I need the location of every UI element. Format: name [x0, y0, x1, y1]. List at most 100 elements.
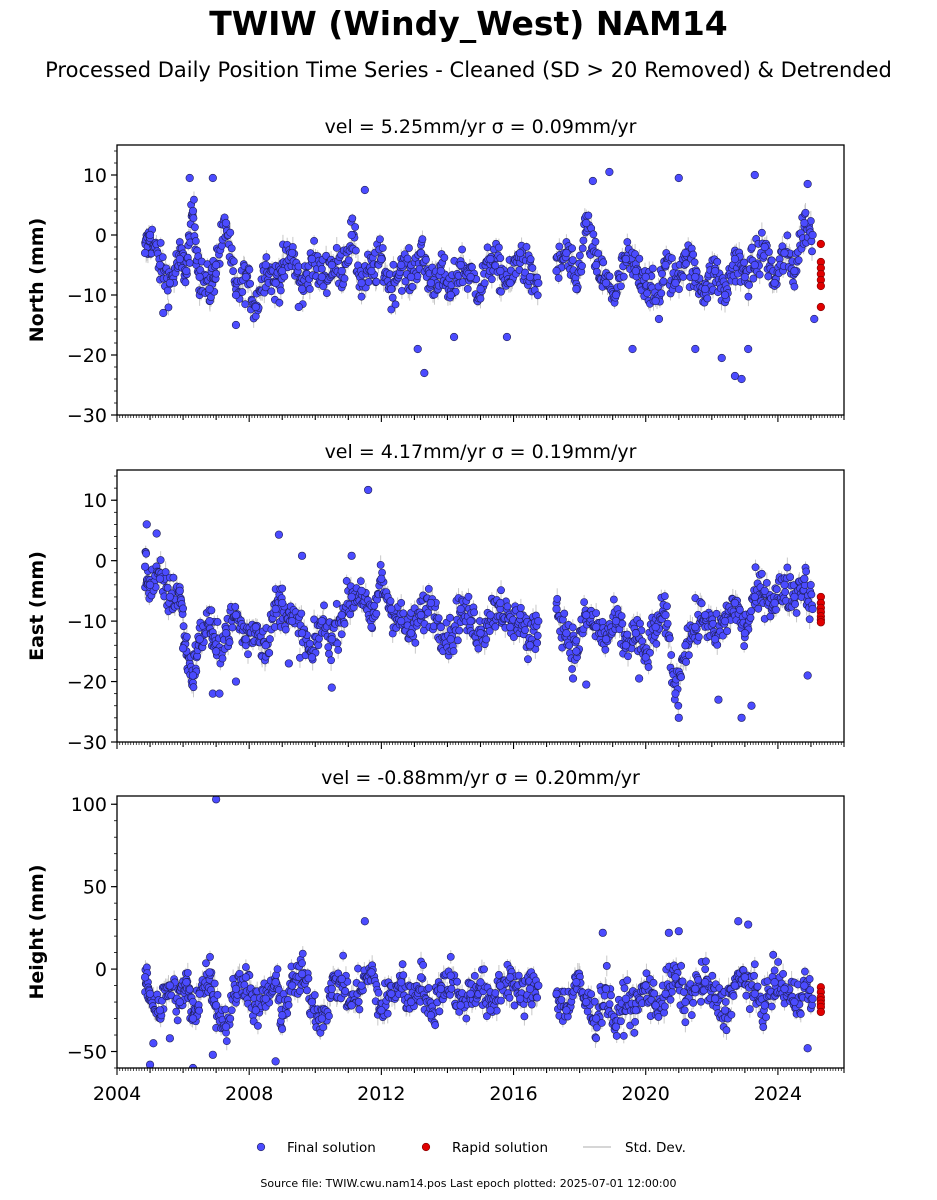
- final-solution-point: [800, 574, 809, 583]
- final-solution-point: [760, 242, 769, 252]
- final-solution-point: [179, 622, 188, 631]
- final-solution-point: [623, 238, 632, 246]
- final-solution-point: [278, 584, 287, 593]
- final-solution-point: [213, 618, 222, 626]
- final-solution-point: [372, 609, 381, 618]
- final-solution-point: [266, 635, 274, 643]
- final-solution-point: [205, 617, 214, 626]
- final-solution-point: [212, 269, 221, 278]
- final-solution-point: [190, 223, 199, 232]
- final-solution-point: [628, 344, 637, 354]
- final-solution-point: [730, 254, 740, 264]
- final-solution-point: [580, 598, 589, 607]
- final-solution-point: [794, 256, 803, 265]
- final-solution-point: [327, 683, 336, 692]
- final-solution-point: [317, 617, 326, 626]
- final-solution-point: [786, 573, 795, 581]
- final-solution-point: [189, 214, 198, 223]
- final-solution-point: [506, 623, 515, 632]
- final-solution-point: [278, 266, 287, 276]
- final-solution-point: [480, 279, 489, 287]
- final-solution-point: [389, 260, 398, 269]
- final-solution-point: [322, 289, 331, 297]
- final-solution-point: [750, 170, 759, 180]
- final-solution-point: [553, 594, 562, 603]
- final-solution-point: [229, 267, 238, 276]
- final-solution-point: [681, 248, 690, 258]
- final-solution-point: [568, 256, 577, 264]
- final-solution-point: [754, 604, 763, 613]
- final-solution-point: [601, 278, 611, 288]
- final-solution-point: [337, 630, 346, 639]
- final-solution-point: [605, 167, 614, 177]
- final-solution-point: [652, 639, 661, 648]
- final-solution-point: [671, 278, 680, 288]
- final-solution-point: [221, 629, 231, 638]
- final-solution-point: [568, 623, 577, 632]
- final-solution-point: [418, 235, 427, 244]
- final-solution-point: [745, 281, 754, 289]
- final-solution-point: [288, 617, 297, 626]
- final-solution-point: [584, 211, 593, 220]
- final-solution-point: [810, 314, 819, 324]
- final-solution-point: [747, 701, 756, 710]
- final-solution-point: [456, 604, 465, 614]
- final-solution-point: [307, 653, 317, 662]
- rapid-solution-point: [816, 302, 825, 312]
- panel-title: vel = 4.17mm/yr σ = 0.19mm/yr: [325, 441, 637, 463]
- final-solution-point: [261, 260, 270, 270]
- final-solution-point: [227, 244, 236, 253]
- final-solution-point: [790, 266, 799, 276]
- final-solution-point: [803, 179, 812, 189]
- final-solution-point: [560, 609, 569, 618]
- final-solution-point: [261, 641, 270, 650]
- final-solution-point: [317, 264, 326, 273]
- final-solution-point: [578, 244, 587, 253]
- final-solution-point: [572, 647, 581, 656]
- final-solution-point: [305, 285, 314, 293]
- final-solution-point: [208, 173, 217, 183]
- final-solution-point: [207, 606, 216, 615]
- final-solution-point: [755, 270, 764, 279]
- final-solution-point: [509, 633, 518, 642]
- final-solution-point: [276, 286, 285, 295]
- final-solution-point: [284, 659, 293, 668]
- y-axis-label: East (mm): [26, 551, 48, 661]
- rapid-solution-point: [816, 618, 825, 627]
- final-solution-point: [552, 266, 561, 276]
- final-solution-point: [215, 689, 224, 698]
- panel-east: vel = 4.17mm/yr σ = 0.19mm/yr East (mm) 10…: [26, 441, 845, 754]
- final-solution-point: [651, 296, 660, 306]
- final-solution-point: [502, 332, 512, 342]
- final-solution-point: [575, 251, 584, 260]
- final-solution-point: [387, 284, 396, 294]
- final-solution-point: [391, 300, 400, 309]
- final-solution-point: [783, 231, 792, 240]
- final-solution-point: [496, 598, 505, 608]
- final-solution-point: [641, 272, 650, 282]
- final-solution-point: [165, 592, 174, 602]
- final-solution-point: [446, 290, 455, 300]
- final-solution-point: [327, 656, 335, 665]
- final-solution-point: [689, 250, 698, 259]
- final-solution-point: [757, 228, 766, 237]
- final-solution-point: [654, 314, 664, 324]
- final-solution-point: [221, 218, 231, 228]
- final-solution-point: [619, 272, 628, 281]
- final-solution-point: [191, 237, 200, 245]
- final-solution-point: [161, 568, 170, 576]
- final-solution-point: [486, 610, 495, 620]
- final-solution-point: [297, 551, 307, 560]
- final-solution-point: [175, 586, 184, 595]
- final-solution-point: [145, 580, 155, 589]
- final-solution-point: [713, 257, 722, 266]
- final-solution-point: [401, 277, 410, 286]
- final-solution-point: [182, 266, 191, 276]
- final-solution-point: [231, 602, 240, 611]
- final-solution-point: [378, 244, 387, 252]
- final-solution-point: [757, 569, 766, 578]
- panel-north: vel = 5.25mm/yr σ = 0.09mm/yr North (mm) 1…: [26, 116, 845, 427]
- final-solution-point: [271, 604, 280, 614]
- final-solution-point: [617, 612, 626, 620]
- final-solution-point: [476, 629, 485, 638]
